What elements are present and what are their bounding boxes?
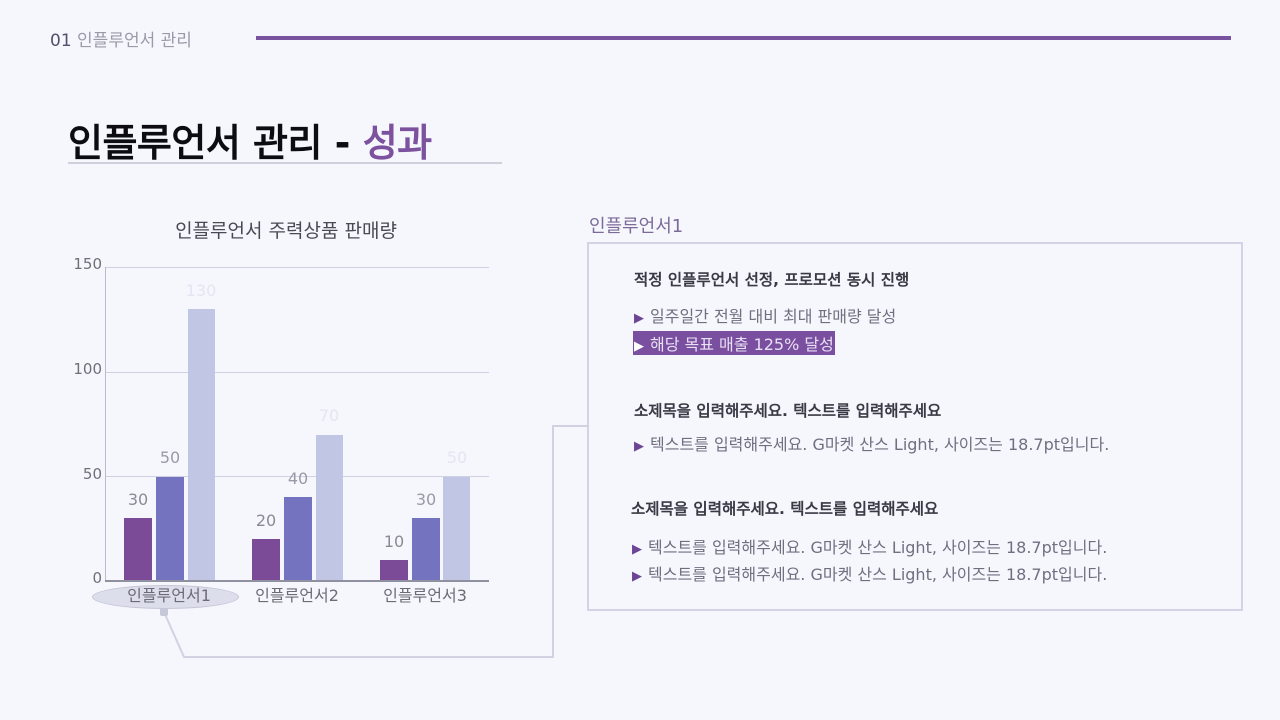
gridline-150	[106, 267, 489, 268]
block-heading: 적정 인플루언서 선정, 프로모션 동시 진행	[634, 271, 910, 289]
bar-inf3-series3	[443, 477, 470, 581]
connector-anchor-dot	[160, 608, 168, 616]
bar-value-label: 70	[318, 406, 340, 425]
bullet-item-highlighted: ▶ 해당 목표 매출 125% 달성	[633, 331, 835, 355]
block-heading: 소제목을 입력해주세요. 텍스트를 입력해주세요	[631, 500, 939, 518]
gridline-100	[106, 372, 489, 373]
bullet-item: ▶ 텍스트를 입력해주세요. G마켓 산스 Light, 사이즈는 18.7pt입…	[632, 565, 1108, 584]
bar-value-label: 130	[185, 281, 217, 300]
x-tick-label: 인플루언서3	[383, 586, 467, 605]
section-number: 01	[50, 31, 72, 51]
info-panel	[587, 242, 1243, 611]
bullet-triangle-icon: ▶	[634, 311, 644, 326]
y-tick: 0	[92, 569, 102, 587]
title-underline	[68, 162, 502, 164]
bar-inf3-series2	[412, 518, 440, 581]
x-tick-label: 인플루언서1	[127, 586, 211, 605]
gridline-50	[106, 476, 489, 477]
bar-value-label: 40	[287, 469, 309, 488]
page-title-main: 인플루언서 관리 -	[68, 121, 363, 165]
bullet-item: ▶ 일주일간 전월 대비 최대 판매량 달성	[634, 307, 897, 326]
bar-value-label: 30	[415, 490, 437, 509]
y-tick: 150	[73, 255, 102, 273]
page-title: 인플루언서 관리 - 성과	[68, 112, 432, 167]
bar-value-label: 30	[127, 490, 149, 509]
bar-inf1-series2	[156, 477, 184, 581]
bullet-triangle-icon: ▶	[634, 439, 644, 454]
bullet-item: ▶ 텍스트를 입력해주세요. G마켓 산스 Light, 사이즈는 18.7pt입…	[632, 538, 1108, 557]
x-tick-label: 인플루언서2	[255, 586, 339, 605]
y-axis	[105, 267, 106, 582]
header-divider	[256, 36, 1231, 40]
bullet-triangle-icon: ▶	[632, 569, 642, 584]
x-axis	[105, 580, 489, 582]
bar-inf2-series3	[316, 435, 343, 581]
section-label: 01 인플루언서 관리	[50, 26, 192, 51]
panel-caption: 인플루언서1	[589, 216, 684, 237]
y-tick: 50	[82, 465, 102, 483]
bar-inf1-series1	[124, 518, 152, 581]
bullet-triangle-icon: ▶	[632, 542, 642, 557]
bar-value-label: 50	[446, 448, 468, 467]
bar-inf2-series2	[284, 497, 312, 581]
bar-value-label: 50	[159, 448, 181, 467]
bar-inf1-series3	[188, 309, 215, 581]
page-title-accent: 성과	[362, 121, 432, 165]
bar-value-label: 20	[255, 511, 277, 530]
bullet-triangle-icon: ▶	[634, 339, 644, 354]
bar-inf3-series1	[380, 560, 408, 581]
bullet-item: ▶ 텍스트를 입력해주세요. G마켓 산스 Light, 사이즈는 18.7pt입…	[634, 435, 1110, 454]
chart-title: 인플루언서 주력상품 판매량	[175, 220, 397, 242]
block-heading: 소제목을 입력해주세요. 텍스트를 입력해주세요	[634, 402, 942, 420]
section-name: 인플루언서 관리	[77, 31, 192, 51]
bar-value-label: 10	[383, 532, 405, 551]
bar-inf2-series1	[252, 539, 280, 581]
y-tick: 100	[73, 360, 102, 378]
